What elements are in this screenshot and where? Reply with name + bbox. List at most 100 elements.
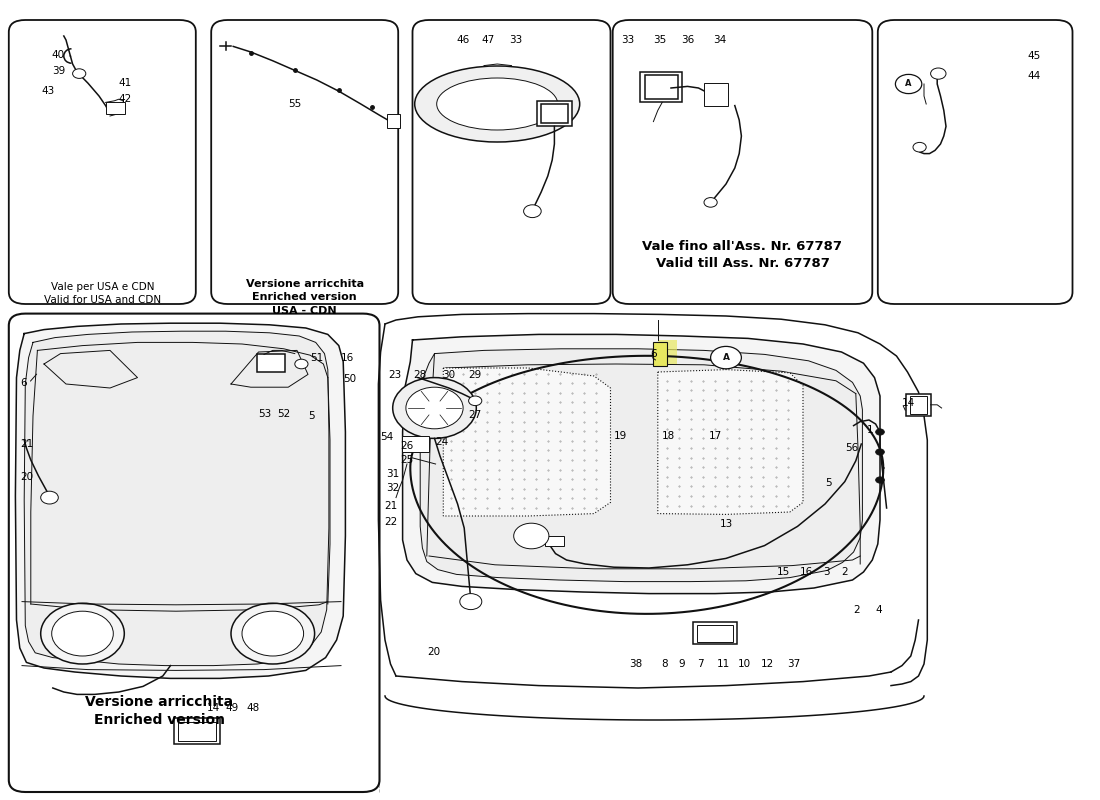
Text: 36: 36: [681, 35, 694, 45]
Text: 23: 23: [388, 370, 401, 380]
Text: 51: 51: [310, 353, 323, 362]
Text: 17: 17: [708, 431, 722, 441]
Text: 1: 1: [867, 426, 873, 435]
Polygon shape: [658, 340, 676, 364]
Ellipse shape: [415, 66, 580, 142]
Bar: [640, 72, 682, 102]
Bar: [697, 625, 733, 642]
Text: 55: 55: [288, 99, 301, 109]
Text: 9: 9: [679, 659, 685, 669]
Bar: [387, 114, 400, 128]
Circle shape: [460, 594, 482, 610]
Text: 39: 39: [52, 66, 65, 76]
Text: 54: 54: [381, 432, 394, 442]
Circle shape: [469, 396, 482, 406]
Bar: [257, 354, 285, 372]
Circle shape: [73, 69, 86, 78]
Circle shape: [876, 429, 884, 435]
Bar: [541, 104, 568, 123]
Circle shape: [514, 523, 549, 549]
Text: 15: 15: [777, 567, 790, 577]
Bar: [544, 536, 564, 546]
Circle shape: [295, 359, 308, 369]
Bar: [704, 83, 728, 106]
Text: 42: 42: [119, 94, 132, 104]
Text: 20: 20: [427, 647, 440, 657]
Text: 48: 48: [246, 703, 260, 713]
Bar: [537, 101, 572, 126]
Text: A: A: [723, 353, 729, 362]
Text: 46: 46: [456, 35, 470, 45]
Text: 20: 20: [20, 472, 33, 482]
Text: 6: 6: [20, 378, 26, 388]
Circle shape: [711, 346, 741, 369]
Text: 18: 18: [662, 431, 675, 441]
Text: 8: 8: [661, 659, 668, 669]
Text: 41: 41: [119, 78, 132, 88]
Circle shape: [704, 198, 717, 207]
Text: Vale per USA e CDN
Valid for USA and CDN: Vale per USA e CDN Valid for USA and CDN: [44, 282, 161, 305]
Circle shape: [895, 74, 922, 94]
Text: 085: 085: [617, 482, 747, 590]
Text: 32: 32: [386, 483, 399, 493]
Text: 24: 24: [436, 438, 449, 447]
Polygon shape: [403, 334, 880, 594]
Text: A: A: [905, 79, 912, 89]
Text: passion for parts: passion for parts: [474, 384, 736, 544]
Text: 21: 21: [20, 439, 33, 449]
Text: 25: 25: [400, 455, 414, 465]
Circle shape: [524, 205, 541, 218]
Polygon shape: [420, 349, 862, 582]
Text: 3: 3: [823, 567, 829, 577]
Text: 16: 16: [341, 353, 354, 362]
Circle shape: [931, 68, 946, 79]
Circle shape: [393, 378, 476, 438]
Circle shape: [41, 491, 58, 504]
Text: 50: 50: [343, 374, 356, 384]
Text: 13: 13: [719, 519, 733, 529]
Circle shape: [231, 603, 315, 664]
Text: 30: 30: [442, 370, 455, 380]
Circle shape: [52, 611, 113, 656]
Text: 33: 33: [621, 35, 635, 45]
Text: 12: 12: [761, 659, 774, 669]
Text: 22: 22: [384, 517, 397, 526]
Text: 7: 7: [697, 659, 704, 669]
Text: 31: 31: [386, 469, 399, 478]
Polygon shape: [24, 331, 329, 666]
Text: 33: 33: [509, 35, 522, 45]
Text: 47: 47: [482, 35, 495, 45]
Text: 35: 35: [653, 35, 667, 45]
Bar: [645, 75, 678, 99]
Text: 53: 53: [258, 409, 272, 418]
Polygon shape: [15, 323, 345, 678]
Text: Vale fino all'Ass. Nr. 67787
Valid till Ass. Nr. 67787: Vale fino all'Ass. Nr. 67787 Valid till …: [642, 240, 843, 270]
Text: 37: 37: [788, 659, 801, 669]
Text: 5: 5: [825, 478, 832, 488]
Text: 29: 29: [469, 370, 482, 380]
Text: 21: 21: [384, 501, 397, 510]
Circle shape: [242, 611, 304, 656]
Text: 2: 2: [854, 605, 860, 614]
Text: Versione arricchita: Versione arricchita: [86, 695, 233, 710]
Circle shape: [876, 449, 884, 455]
Text: 34: 34: [713, 35, 726, 45]
Text: 40: 40: [52, 50, 65, 60]
Bar: [906, 394, 931, 416]
Bar: [174, 718, 220, 744]
Text: 45: 45: [1027, 51, 1041, 61]
Text: 11: 11: [717, 659, 730, 669]
Text: 49: 49: [226, 703, 239, 713]
Text: Versione arricchita
Enriched version
USA - CDN: Versione arricchita Enriched version USA…: [245, 279, 364, 315]
Bar: [106, 102, 125, 114]
Text: 10: 10: [738, 659, 751, 669]
Text: 52: 52: [277, 409, 290, 418]
Text: Enriched version: Enriched version: [94, 713, 225, 727]
Text: 38: 38: [629, 659, 642, 669]
Text: 14: 14: [207, 703, 220, 713]
Text: 6: 6: [650, 349, 657, 358]
Text: 27: 27: [469, 410, 482, 420]
Bar: [653, 342, 667, 366]
Text: 26: 26: [400, 441, 414, 450]
Text: 28: 28: [414, 370, 427, 380]
